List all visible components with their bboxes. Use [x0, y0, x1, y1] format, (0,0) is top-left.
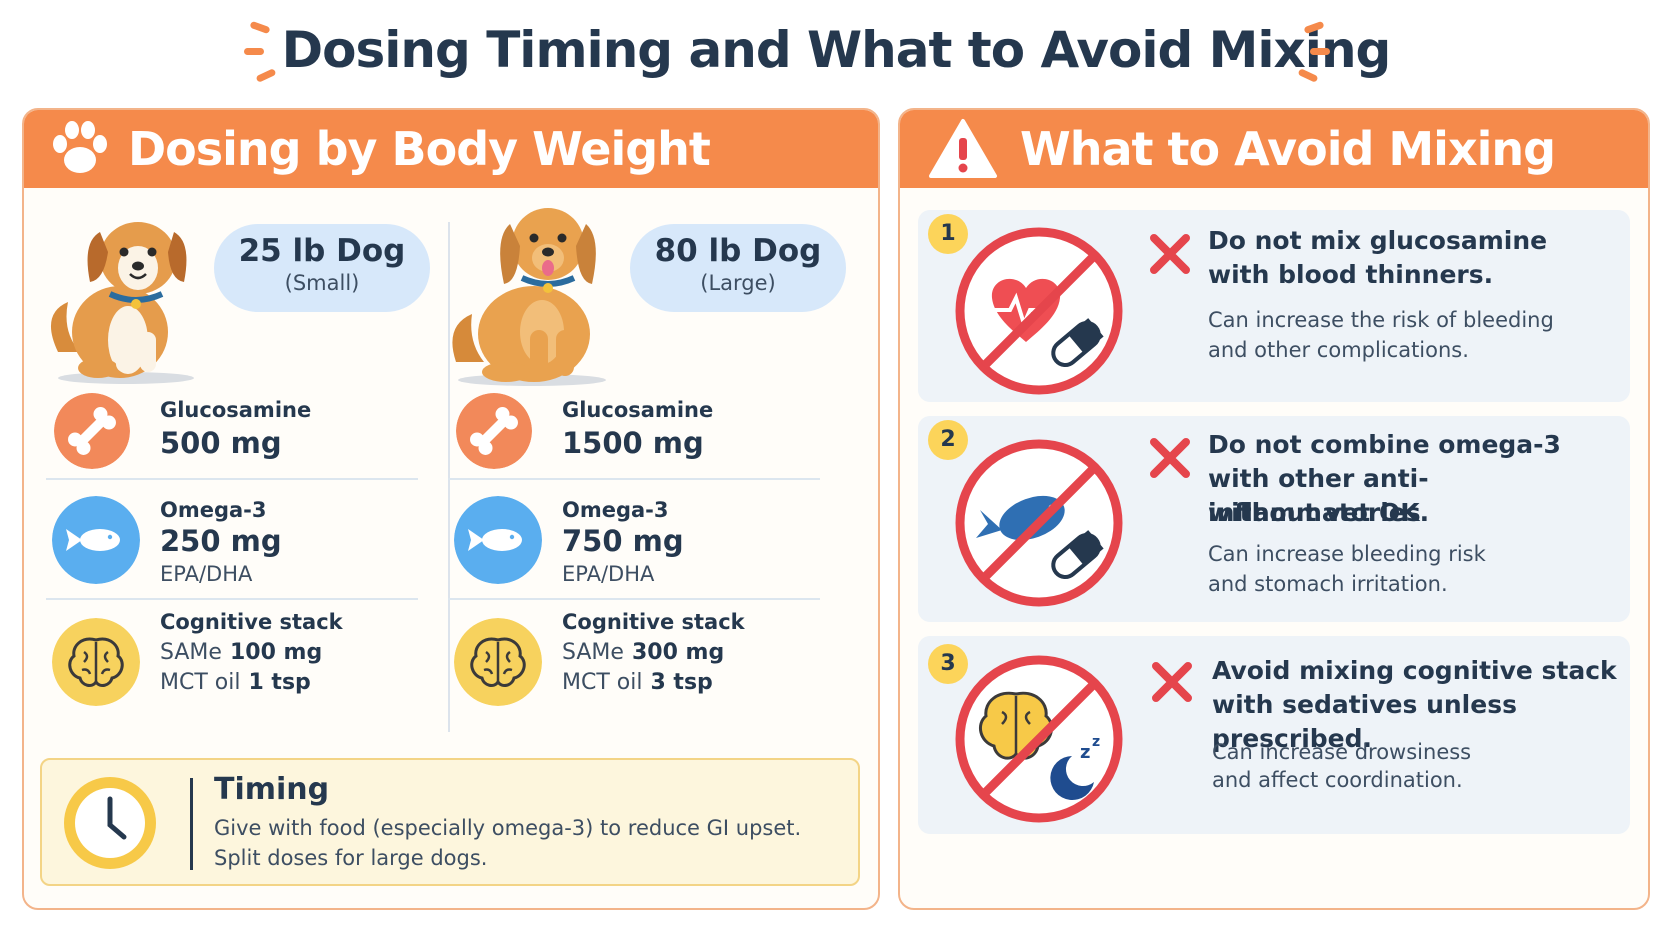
svg-text:z: z	[1080, 742, 1090, 763]
size-label: (Small)	[284, 271, 360, 295]
avoid-item-card: 2 Do not combine omega-3 with other anti…	[918, 416, 1630, 622]
same-amount: 300 mg	[631, 640, 725, 665]
no-fish-pill-icon	[955, 439, 1123, 607]
glucosamine-dose-row: Glucosamine 500 mg	[46, 393, 418, 480]
column-divider	[448, 222, 450, 732]
large-dog-column: 80 lb Dog (Large) Glucosamine 1500 mg	[448, 202, 848, 737]
dose-note: EPA/DHA	[562, 562, 655, 586]
avoid-item-card: 1 Do not mix glucosamine with blood thin…	[918, 210, 1630, 402]
size-label: (Large)	[700, 271, 776, 295]
dose-amount: 250 mg	[160, 524, 282, 558]
page-header: Dosing Timing and What to Avoid Mixing	[0, 14, 1672, 86]
warning-desc-line: Can increase drowsiness	[1212, 740, 1472, 764]
page-title: Dosing Timing and What to Avoid Mixing	[281, 21, 1392, 79]
avoid-panel-header: What to Avoid Mixing	[900, 110, 1648, 188]
timing-divider	[190, 778, 193, 870]
supplement-name: Cognitive stack	[562, 610, 745, 634]
weight-label: 25 lb Dog	[238, 233, 406, 269]
warning-desc-line: and other complications.	[1208, 338, 1469, 362]
bone-icon	[54, 393, 130, 469]
weight-badge: 80 lb Dog (Large)	[630, 224, 846, 312]
mct-dose-line: MCT oil 3 tsp	[562, 670, 713, 695]
warning-title-line: with other anti-inflammatories	[1208, 464, 1429, 527]
warning-icon	[929, 119, 997, 178]
warning-title-line: with sedatives unless prescribed.	[1212, 690, 1517, 753]
avoid-panel-title: What to Avoid Mixing	[1020, 122, 1556, 176]
dose-amount: 500 mg	[160, 426, 282, 460]
timing-box: Timing Give with food (especially omega-…	[40, 758, 860, 886]
warning-title-line: Do not mix glucosamine	[1208, 226, 1548, 255]
clock-icon	[64, 777, 156, 869]
item-number-badge: 1	[928, 214, 968, 254]
same-label: SAMe	[160, 640, 222, 665]
mct-label: MCT oil	[160, 670, 241, 695]
same-label: SAMe	[562, 640, 624, 665]
warning-desc-line: Can increase the risk of bleeding	[1208, 308, 1554, 332]
large-dog-illustration	[452, 208, 606, 386]
no-heart-pill-icon	[955, 227, 1123, 395]
dose-note: EPA/DHA	[160, 562, 253, 586]
small-dog-column: 25 lb Dog (Small) Glucosamine 500 mg	[46, 202, 446, 737]
weight-label: 80 lb Dog	[654, 233, 822, 269]
bone-icon	[456, 393, 532, 469]
dosing-panel: Dosing by Body Weight 25 lb Dog (Small)	[22, 108, 880, 910]
supplement-name: Omega-3	[160, 498, 267, 522]
omega-dose-row: Omega-3 250 mg EPA/DHA	[46, 482, 418, 600]
timing-text-line: Split doses for large dogs.	[214, 846, 488, 870]
warning-title-line: with blood thinners.	[1208, 260, 1494, 289]
warning-desc-line: Can increase bleeding risk	[1208, 542, 1486, 566]
timing-text-line: Give with food (especially omega-3) to r…	[214, 816, 802, 840]
mct-dose-line: MCT oil 1 tsp	[160, 670, 311, 695]
svg-text:z: z	[1092, 734, 1100, 750]
cognitive-dose-row: Cognitive stack SAMe 300 mg MCT oil 3 tsp	[448, 602, 820, 712]
supplement-name: Cognitive stack	[160, 610, 343, 634]
warning-title-line: without vet OK.	[1208, 498, 1430, 527]
same-dose-line: SAMe 100 mg	[160, 640, 322, 665]
supplement-name: Glucosamine	[562, 398, 714, 422]
cognitive-dose-row: Cognitive stack SAMe 100 mg MCT oil 1 tsp	[46, 602, 418, 712]
timing-title: Timing	[214, 772, 330, 807]
warning-title-line: Do not combine omega-3	[1208, 430, 1561, 459]
item-number-badge: 2	[928, 420, 968, 460]
x-mark-icon	[1150, 234, 1190, 274]
same-dose-line: SAMe 300 mg	[562, 640, 724, 665]
warning-desc-line: and affect coordination.	[1212, 768, 1463, 792]
dosing-panel-header: Dosing by Body Weight	[24, 110, 878, 188]
item-number-badge: 3	[928, 644, 968, 684]
supplement-name: Glucosamine	[160, 398, 312, 422]
mct-label: MCT oil	[562, 670, 643, 695]
fish-icon	[52, 496, 140, 584]
fish-icon	[454, 496, 542, 584]
warning-title-line: Avoid mixing cognitive stack	[1212, 656, 1617, 685]
paw-icon	[53, 121, 107, 173]
weight-badge: 25 lb Dog (Small)	[214, 224, 430, 312]
x-mark-icon	[1150, 438, 1190, 478]
brain-icon	[454, 618, 542, 706]
small-dog-illustration	[50, 222, 194, 384]
avoid-item-card: 3 z z Avoid mixing cognitive stack with …	[918, 636, 1630, 834]
warning-desc-line: and stomach irritation.	[1208, 572, 1448, 596]
mct-amount: 1 tsp	[248, 670, 311, 695]
mct-amount: 3 tsp	[650, 670, 713, 695]
omega-dose-row: Omega-3 750 mg EPA/DHA	[448, 482, 820, 600]
no-brain-sleep-icon: z z	[955, 655, 1123, 823]
dosing-panel-title: Dosing by Body Weight	[128, 122, 711, 176]
glucosamine-dose-row: Glucosamine 1500 mg	[448, 393, 820, 480]
dose-amount: 1500 mg	[562, 426, 704, 460]
brain-icon	[52, 618, 140, 706]
x-mark-icon	[1152, 662, 1192, 702]
same-amount: 100 mg	[229, 640, 323, 665]
avoid-mixing-panel: What to Avoid Mixing 1 Do not mix glucos…	[898, 108, 1650, 910]
dose-amount: 750 mg	[562, 524, 684, 558]
supplement-name: Omega-3	[562, 498, 669, 522]
